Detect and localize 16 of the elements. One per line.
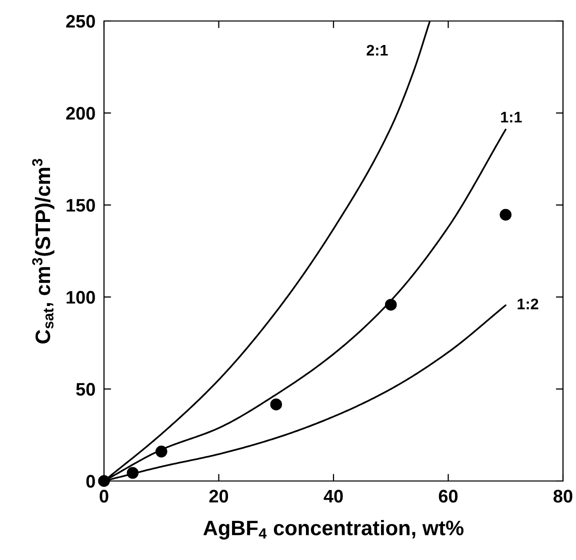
- legend-label: 1:2: [518, 298, 538, 310]
- series-label: 2:1: [366, 44, 388, 56]
- x-tick-label: 80: [554, 490, 572, 503]
- y-tick-label: 250: [66, 14, 95, 28]
- y-tick-label: 200: [66, 106, 95, 120]
- y-tick-label: 150: [66, 198, 95, 212]
- x-tick-label: 20: [209, 490, 228, 503]
- y-axis-title: C$_{sat}$, cm$^{3}$(STP)/cm$^{3}$: [32, 158, 54, 344]
- x-tick-label: 40: [324, 490, 343, 503]
- y-tick-label: 50: [76, 382, 95, 396]
- y-tick-label: 0: [86, 474, 95, 488]
- x-axis-title: AgBF$_{4}$ concentration, wt%: [203, 520, 464, 540]
- legend-label: 1:1: [501, 112, 522, 122]
- x-tick-label: 60: [438, 490, 458, 503]
- y-tick-label: 100: [66, 290, 95, 304]
- x-tick-label: 0: [100, 490, 108, 503]
